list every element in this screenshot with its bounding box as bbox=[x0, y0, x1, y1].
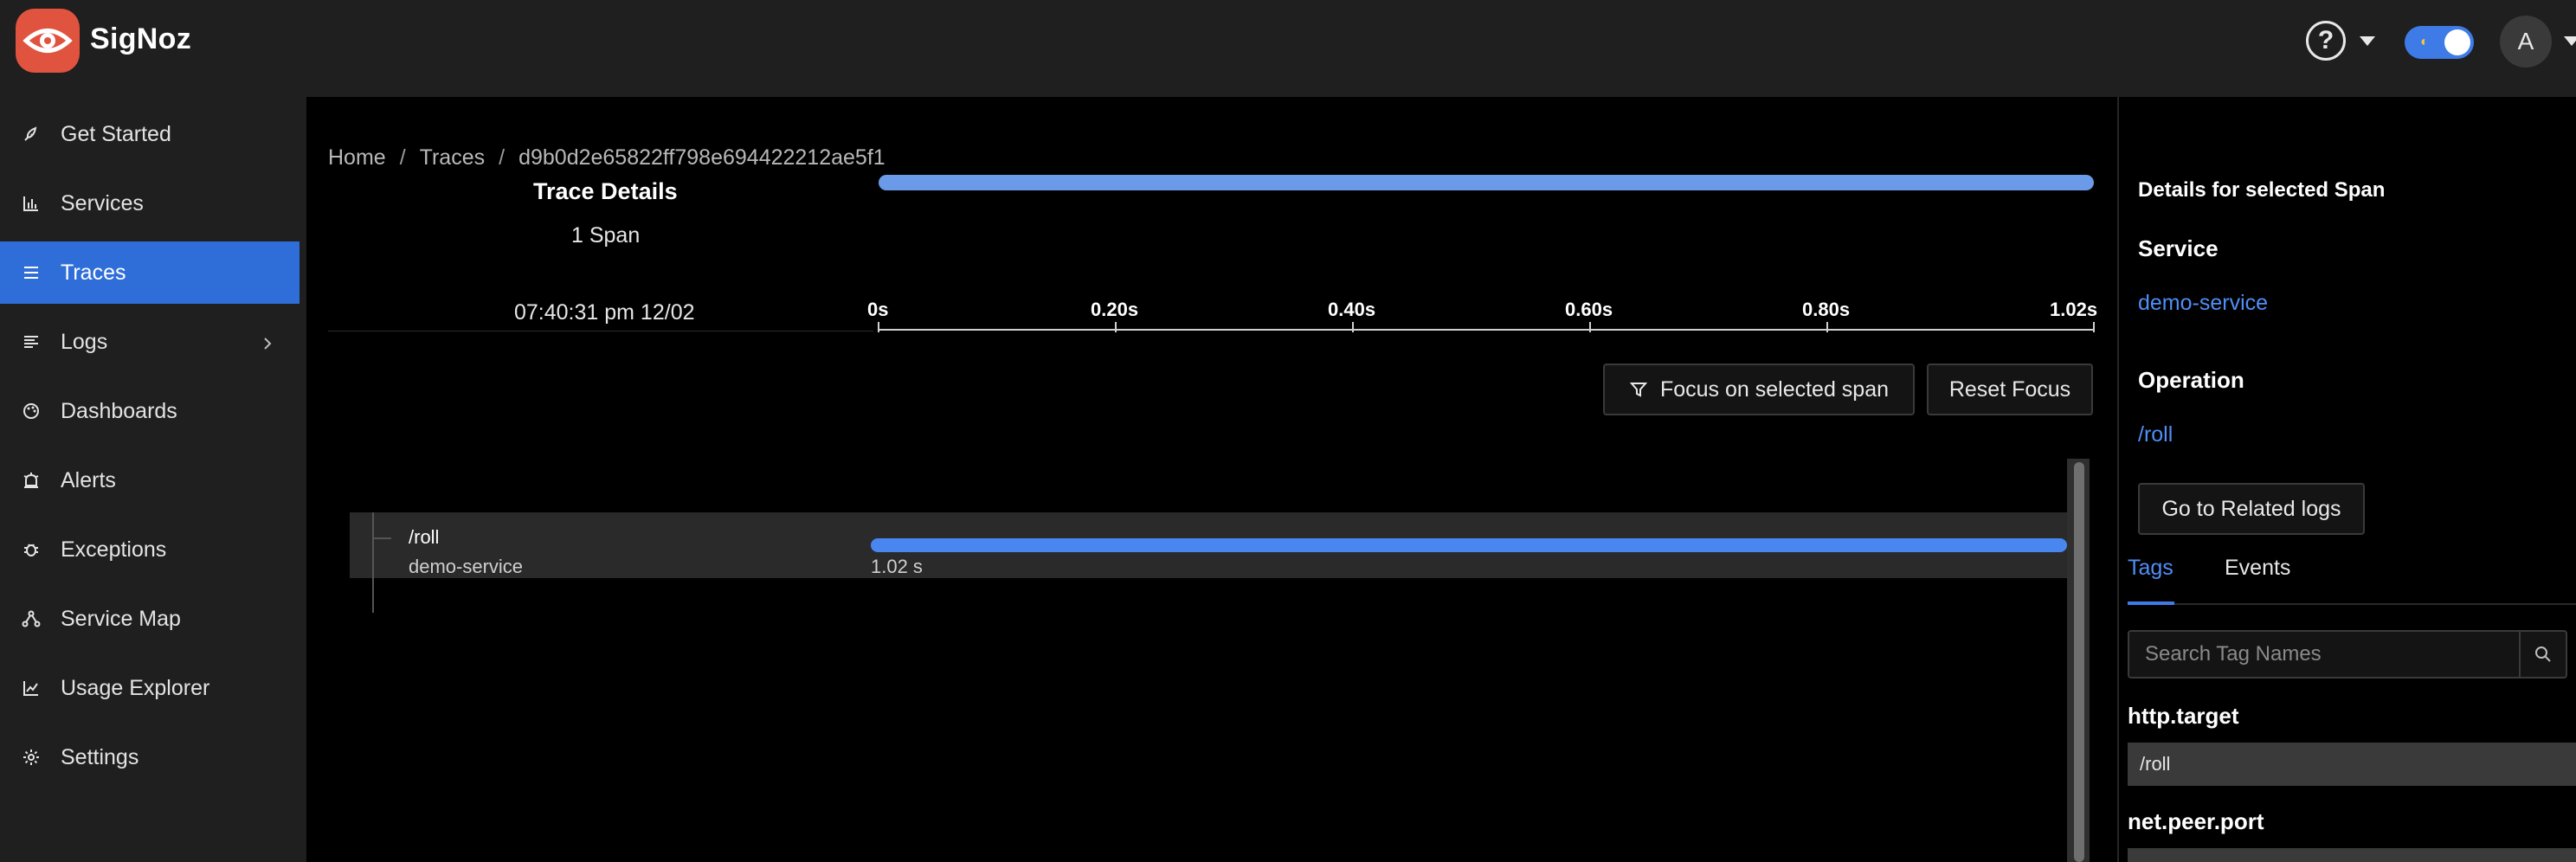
moon-icon: ◐ bbox=[2420, 35, 2429, 49]
tick-label: 1.02s bbox=[2050, 299, 2098, 320]
sidebar-item-settings[interactable]: Settings bbox=[0, 726, 299, 788]
service-heading: Service bbox=[2138, 235, 2219, 261]
tick-label: 0.40s bbox=[1328, 299, 1376, 320]
breadcrumb-separator: / bbox=[399, 145, 406, 170]
breadcrumb-separator: / bbox=[499, 145, 506, 170]
tree-connector bbox=[372, 512, 374, 613]
span-service: demo-service bbox=[409, 556, 524, 577]
tick-label: 0.60s bbox=[1565, 299, 1613, 320]
logs-icon bbox=[21, 331, 42, 352]
sidebar-item-label: Logs bbox=[61, 329, 108, 354]
palette-icon bbox=[21, 401, 42, 421]
sidebar-item-services[interactable]: Services bbox=[0, 172, 299, 235]
tag-value bbox=[2128, 848, 2576, 862]
top-header: SigNoz ? ◐ A bbox=[0, 0, 2576, 97]
tabs-divider bbox=[2128, 603, 2576, 605]
go-to-related-logs-button[interactable]: Go to Related logs bbox=[2138, 483, 2365, 535]
chevron-right-icon[interactable] bbox=[261, 333, 274, 358]
operation-heading: Operation bbox=[2138, 367, 2244, 393]
bar-chart-icon bbox=[21, 193, 42, 214]
scrollbar-thumb[interactable] bbox=[2074, 462, 2084, 862]
focus-button-label: Focus on selected span bbox=[1659, 376, 1890, 402]
help-icon[interactable]: ? bbox=[2306, 21, 2346, 61]
help-caret-icon[interactable] bbox=[2360, 36, 2375, 46]
timeline-axis bbox=[878, 329, 2095, 331]
signoz-logo-icon[interactable] bbox=[16, 9, 80, 73]
trace-overview-bar bbox=[879, 175, 2094, 190]
active-tab-indicator bbox=[2128, 601, 2174, 605]
trace-start-time: 07:40:31 pm 12/02 bbox=[514, 300, 695, 325]
line-chart-icon bbox=[21, 678, 42, 698]
span-count: 1 Span bbox=[571, 223, 641, 248]
sidebar-item-get-started[interactable]: Get Started bbox=[0, 103, 299, 165]
tag-key: http.target bbox=[2128, 703, 2239, 729]
sidebar-item-alerts[interactable]: Alerts bbox=[0, 449, 299, 511]
menu-lines-icon bbox=[21, 262, 42, 283]
toggle-knob bbox=[2444, 29, 2470, 55]
sidebar-item-label: Exceptions bbox=[61, 537, 167, 562]
sidebar-item-label: Service Map bbox=[61, 606, 181, 631]
sidebar-item-label: Alerts bbox=[61, 467, 116, 492]
tree-connector bbox=[372, 537, 391, 539]
tick-label: 0.80s bbox=[1802, 299, 1851, 320]
gear-icon bbox=[21, 747, 42, 768]
sidebar-item-logs[interactable]: Logs bbox=[0, 311, 299, 373]
tick-mark bbox=[1589, 322, 1591, 332]
breadcrumb: Home / Traces / d9b0d2e65822ff798e694422212a… bbox=[328, 145, 886, 170]
search-icon bbox=[2534, 645, 2553, 664]
sidebar-item-service-map[interactable]: Service Map bbox=[0, 588, 299, 650]
sidebar-item-traces[interactable]: Traces bbox=[0, 241, 299, 304]
avatar-caret-icon[interactable] bbox=[2564, 36, 2576, 46]
tick-mark bbox=[1826, 322, 1828, 332]
tick-mark bbox=[1352, 322, 1354, 332]
sidebar-item-dashboards[interactable]: Dashboards bbox=[0, 380, 299, 442]
span-operation[interactable]: /roll bbox=[409, 526, 440, 548]
tick-label: 0s bbox=[867, 299, 889, 320]
breadcrumb-home[interactable]: Home bbox=[328, 145, 386, 170]
tab-events[interactable]: Events bbox=[2225, 556, 2291, 580]
sidebar-item-label: Settings bbox=[61, 744, 139, 769]
alarm-icon bbox=[21, 470, 42, 491]
tab-tags[interactable]: Tags bbox=[2128, 556, 2174, 580]
trace-details-title: Trace Details bbox=[533, 178, 678, 204]
focus-selected-span-button[interactable]: Focus on selected span bbox=[1603, 363, 1915, 415]
panel-title: Details for selected Span bbox=[2138, 178, 2386, 202]
filter-icon bbox=[1629, 380, 1648, 399]
brand-name: SigNoz bbox=[90, 23, 192, 55]
sidebar-item-label: Dashboards bbox=[61, 398, 177, 423]
reset-focus-button[interactable]: Reset Focus bbox=[1927, 363, 2093, 415]
search-tag-input[interactable] bbox=[2128, 630, 2521, 679]
tag-key: net.peer.port bbox=[2128, 808, 2264, 834]
tag-value: /roll bbox=[2128, 743, 2576, 786]
breadcrumb-trace-id: d9b0d2e65822ff798e694422212ae5f1 bbox=[518, 145, 886, 170]
sidebar-item-label: Traces bbox=[61, 260, 126, 285]
service-value[interactable]: demo-service bbox=[2138, 291, 2269, 315]
tick-label: 0.20s bbox=[1091, 299, 1139, 320]
span-details-panel bbox=[2117, 97, 2576, 862]
tick-mark bbox=[1115, 322, 1117, 332]
tick-mark bbox=[878, 322, 879, 332]
span-duration-label: 1.02 s bbox=[871, 556, 923, 577]
theme-toggle[interactable]: ◐ bbox=[2405, 26, 2474, 59]
span-duration-bar[interactable] bbox=[871, 538, 2067, 552]
sidebar-item-label: Get Started bbox=[61, 121, 171, 146]
operation-value[interactable]: /roll bbox=[2138, 422, 2174, 447]
avatar[interactable]: A bbox=[2500, 16, 2552, 68]
sidebar-item-label: Usage Explorer bbox=[61, 675, 210, 700]
search-button[interactable] bbox=[2519, 630, 2567, 679]
breadcrumb-traces[interactable]: Traces bbox=[419, 145, 486, 170]
sidebar-item-label: Services bbox=[61, 190, 144, 216]
tick-mark bbox=[2093, 322, 2095, 332]
sidebar-item-exceptions[interactable]: Exceptions bbox=[0, 518, 299, 581]
rocket-icon bbox=[21, 124, 42, 145]
bug-icon bbox=[21, 539, 42, 560]
sidebar bbox=[0, 97, 306, 862]
network-icon bbox=[21, 608, 42, 629]
sidebar-item-usage-explorer[interactable]: Usage Explorer bbox=[0, 657, 299, 719]
